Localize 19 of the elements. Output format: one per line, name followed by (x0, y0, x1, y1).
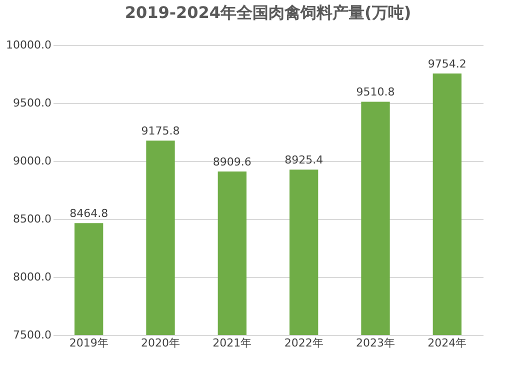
y-tick-label: 7500.0 (13, 328, 52, 342)
data-label: 9510.8 (356, 86, 395, 99)
y-tick-label: 9000.0 (13, 154, 52, 168)
data-label: 9175.8 (141, 124, 180, 138)
x-tick-label: 2023年 (356, 336, 395, 350)
x-tick-label: 2024年 (428, 336, 467, 350)
x-tick-label: 2022年 (284, 336, 324, 350)
x-tick-label: 2019年 (69, 336, 108, 350)
data-label: 8925.4 (284, 154, 324, 167)
data-label: 8909.6 (212, 155, 252, 168)
data-label: 8464.8 (70, 207, 108, 220)
y-tick-label: 9500.0 (13, 96, 52, 110)
chart-title: 2019-2024年全国肉禽饲料产量(万吨) (124, 3, 412, 22)
x-tick-label: 2021年 (212, 336, 252, 350)
data-label: 9754.2 (428, 58, 466, 71)
y-tick-label: 10000.0 (6, 38, 52, 52)
y-tick-label: 8000.0 (13, 270, 52, 284)
y-tick-label: 8500.0 (13, 212, 52, 226)
x-tick-label: 2020年 (141, 336, 180, 350)
